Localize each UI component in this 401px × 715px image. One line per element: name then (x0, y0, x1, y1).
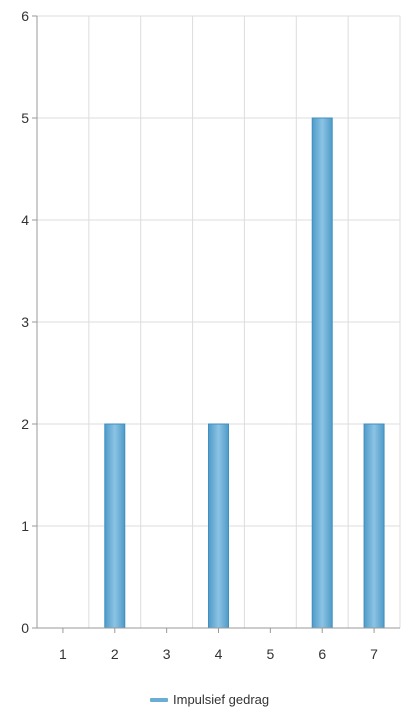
x-tick-label: 4 (215, 646, 223, 662)
legend-swatch (150, 698, 168, 702)
y-tick-label: 1 (21, 518, 29, 534)
gridlines (37, 15, 401, 628)
x-tick-label: 5 (266, 646, 274, 662)
x-tick-label: 6 (318, 646, 326, 662)
bar-4[interactable] (208, 423, 229, 629)
y-tick-labels: 0 1 2 3 4 5 6 (21, 8, 29, 636)
x-tick-labels: 1 2 3 4 5 6 7 (59, 646, 378, 662)
axes (32, 15, 400, 633)
y-tick-label: 4 (21, 212, 29, 228)
legend[interactable]: Impulsief gedrag (150, 692, 269, 707)
y-tick-label: 0 (21, 620, 29, 636)
x-tick-label: 1 (59, 646, 67, 662)
y-tick-label: 5 (21, 110, 29, 126)
legend-label: Impulsief gedrag (173, 692, 269, 707)
y-tick-label: 2 (21, 416, 29, 432)
bar-2[interactable] (104, 423, 126, 629)
bar-7[interactable] (363, 423, 385, 629)
y-tick-label: 6 (21, 8, 29, 24)
bar-6[interactable] (311, 117, 333, 629)
x-tick-label: 7 (370, 646, 378, 662)
y-tick-label: 3 (21, 314, 29, 330)
x-tick-label: 2 (111, 646, 119, 662)
x-tick-label: 3 (163, 646, 171, 662)
bars (104, 117, 385, 629)
